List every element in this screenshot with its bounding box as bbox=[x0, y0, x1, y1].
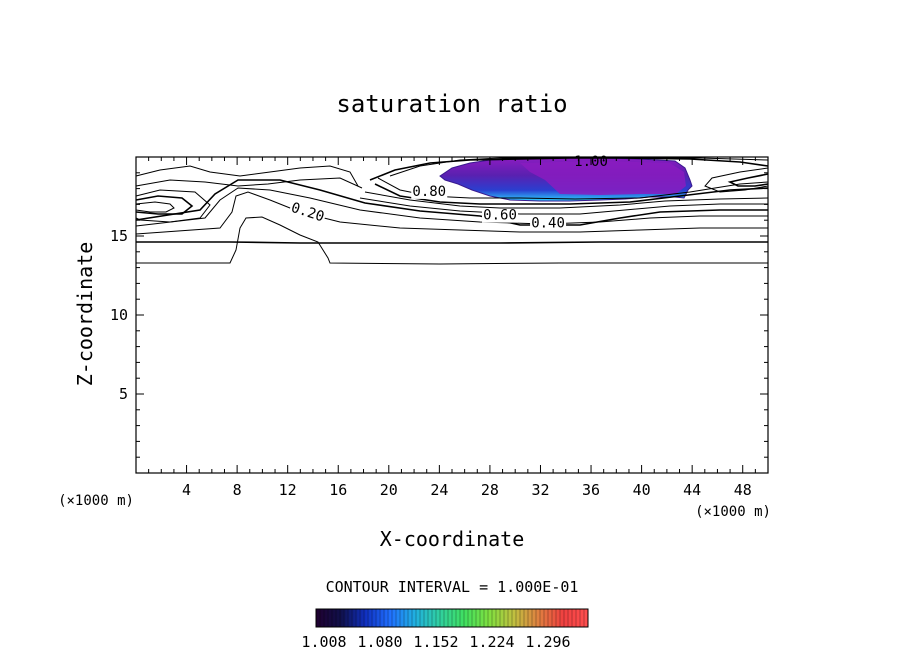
x-tick-label: 20 bbox=[380, 481, 398, 499]
y-tick-label: 10 bbox=[110, 306, 128, 324]
colorbar-tick-label: 1.296 bbox=[525, 633, 570, 651]
contour-label: 0.40 bbox=[531, 216, 565, 232]
x-axis: 4 8 12 16 20 24 28 32 36 40 44 48 bbox=[148, 157, 756, 499]
contour-interval-note: CONTOUR INTERVAL = 1.000E-01 bbox=[326, 578, 579, 596]
contour-label: 0.60 bbox=[483, 208, 517, 224]
contour-line-0.60 bbox=[364, 191, 769, 209]
contour-label-bg bbox=[288, 200, 327, 225]
x-tick-label: 8 bbox=[233, 481, 242, 499]
x-tick-label: 36 bbox=[582, 481, 600, 499]
contour-label-group: 0.60 bbox=[482, 208, 519, 224]
contour-line-0.30 bbox=[135, 187, 768, 227]
colorbar-tick-label: 1.152 bbox=[413, 633, 458, 651]
x-tick-label: 12 bbox=[279, 481, 297, 499]
contour-left-cell-mid bbox=[135, 195, 194, 215]
contour-label: 0.20 bbox=[289, 200, 326, 226]
contour-label-bg bbox=[482, 208, 519, 223]
contour-label: 0.80 bbox=[412, 184, 446, 200]
x-tick-label: 48 bbox=[734, 481, 752, 499]
contour-line-0.40 bbox=[135, 179, 768, 226]
x-unit-label-right: (×1000 m) bbox=[695, 504, 771, 520]
contour-left-cell-outer bbox=[135, 189, 211, 223]
x-tick-label: 28 bbox=[481, 481, 499, 499]
x-tick-label: 32 bbox=[531, 481, 549, 499]
contour-left-cell-top bbox=[135, 165, 359, 187]
colorbar: 1.008 1.080 1.152 1.224 1.296 bbox=[301, 608, 589, 651]
x-tick-label: 16 bbox=[329, 481, 347, 499]
contour-line-1.00 bbox=[369, 157, 769, 181]
x-axis-label: X-coordinate bbox=[380, 527, 525, 551]
y-axis: 5 10 15 bbox=[110, 172, 768, 458]
y-tick-label: 15 bbox=[110, 227, 128, 245]
x-tick-label: 40 bbox=[633, 481, 651, 499]
x-tick-label: 4 bbox=[182, 481, 191, 499]
colorbar-tick-label: 1.080 bbox=[357, 633, 402, 651]
contour-line-0.00 bbox=[136, 216, 768, 265]
colorbar-frame bbox=[315, 608, 589, 628]
x-tick-label: 24 bbox=[430, 481, 448, 499]
contour-label-group: 0.80 bbox=[411, 184, 448, 200]
contour-label-bg bbox=[530, 216, 567, 231]
colorbar-tick-label: 1.008 bbox=[301, 633, 346, 651]
y-tick-label: 5 bbox=[119, 385, 128, 403]
contour-label-bg bbox=[411, 184, 448, 199]
contour-line-0.10 bbox=[136, 241, 768, 244]
chart-title: saturation ratio bbox=[336, 90, 567, 118]
contour-label-group: 0.20 bbox=[288, 200, 327, 226]
colorbar-tick-labels: 1.008 1.080 1.152 1.224 1.296 bbox=[301, 633, 570, 651]
contour-label-group: 0.40 bbox=[530, 216, 567, 232]
shaded-core bbox=[520, 161, 686, 195]
contour-line-0.50 bbox=[359, 197, 768, 215]
contour-right-cell-outer bbox=[704, 167, 769, 193]
plot-area: 0.20 0.400.600.801.00 bbox=[135, 154, 769, 265]
x-tick-label: 44 bbox=[683, 481, 701, 499]
plot-frame bbox=[135, 156, 769, 474]
contour-labels: 0.20 0.400.600.801.00 bbox=[288, 154, 608, 232]
x-unit-label-left: (×1000 m) bbox=[58, 493, 134, 509]
contour-right-cell-inner bbox=[727, 173, 769, 187]
contour-left-cell-top2 bbox=[135, 177, 363, 189]
contour-left-cell-inner bbox=[135, 201, 175, 213]
contour-line-0.70 bbox=[374, 183, 769, 205]
colorbar-tick-label: 1.224 bbox=[469, 633, 514, 651]
y-axis-label: Z-coordinate bbox=[73, 242, 97, 387]
colorbar-stripes bbox=[315, 609, 589, 627]
contour-line-0.20 bbox=[135, 191, 768, 235]
